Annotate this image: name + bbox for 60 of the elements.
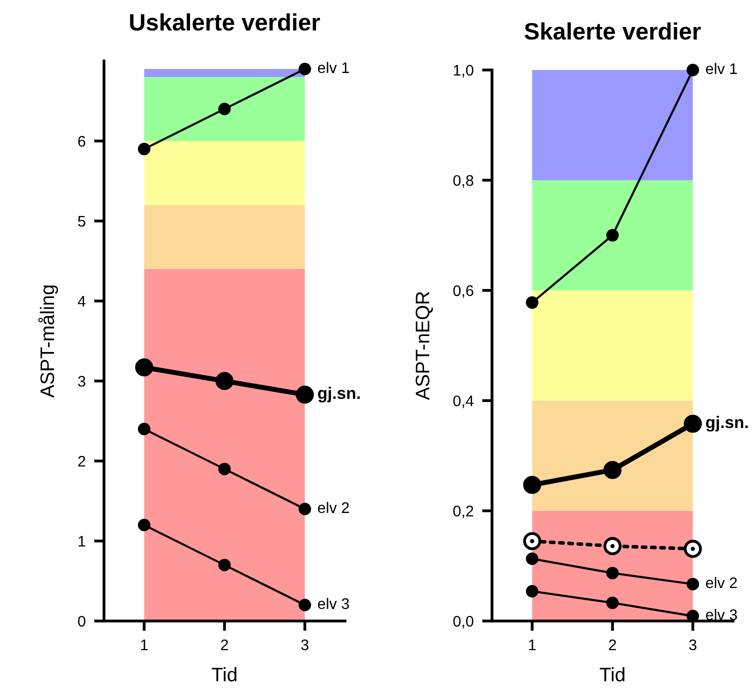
y-tick-label: 0,0	[453, 616, 474, 628]
x-tick-label: 3	[301, 639, 308, 650]
y-tick-label: 6	[78, 136, 86, 147]
series-label: elv 3	[706, 608, 737, 620]
point	[526, 296, 538, 309]
point	[218, 102, 231, 116]
point	[523, 532, 542, 550]
point	[606, 596, 619, 610]
point	[138, 518, 150, 532]
x-tick-label: 1	[141, 640, 148, 650]
point	[298, 598, 312, 612]
point	[218, 462, 231, 476]
y-tick-label: 0,2	[453, 506, 474, 518]
x-axis-title: Tid	[600, 667, 624, 682]
point	[686, 64, 700, 76]
point	[686, 610, 700, 622]
point	[603, 461, 622, 480]
point	[523, 476, 542, 494]
x-tick-label: 2	[609, 639, 616, 650]
y-axis-title: ASPT-nEQR	[416, 292, 433, 400]
y-tick-label: 3	[78, 376, 86, 387]
point	[138, 422, 150, 436]
series-label: elv 1	[318, 62, 349, 74]
point	[603, 537, 622, 556]
y-axis-title: ASPT-måling	[38, 286, 58, 398]
point	[606, 229, 619, 242]
series-label: elv 3	[318, 598, 349, 610]
chart-title: Uskalerte verdier	[130, 13, 320, 31]
point	[296, 386, 314, 404]
x-tick-label: 3	[689, 639, 696, 650]
y-tick-label: 0,4	[453, 395, 474, 408]
point	[215, 372, 234, 390]
point	[686, 578, 700, 590]
point	[135, 358, 154, 376]
y-tick-label: 1,0	[454, 64, 474, 78]
point	[298, 502, 312, 516]
point	[298, 62, 312, 76]
x-tick-label: 1	[529, 640, 536, 650]
y-tick-label: 5	[78, 216, 86, 227]
series-label: gj.sn.	[318, 386, 360, 402]
point	[218, 558, 231, 572]
y-tick-label: 0,8	[453, 175, 474, 188]
series-label: elv 2	[706, 576, 737, 588]
point	[526, 552, 538, 565]
point	[526, 584, 538, 598]
point	[138, 142, 150, 156]
series-label: gj.sn.	[706, 416, 748, 432]
point	[606, 566, 619, 580]
point	[684, 540, 702, 558]
y-tick-label: 0	[78, 616, 86, 627]
x-tick-label: 2	[221, 639, 228, 650]
point	[684, 414, 702, 433]
y-tick-label: 0,6	[453, 285, 474, 298]
y-tick-label: 2	[78, 456, 86, 467]
y-tick-label: 4	[78, 296, 86, 307]
y-tick-label: 1	[78, 536, 86, 547]
x-axis-title: Tid	[212, 667, 236, 682]
series-label: elv 2	[318, 502, 349, 514]
chart-title: Skalerte verdier	[524, 22, 701, 40]
series-label: elv 1	[706, 62, 737, 74]
